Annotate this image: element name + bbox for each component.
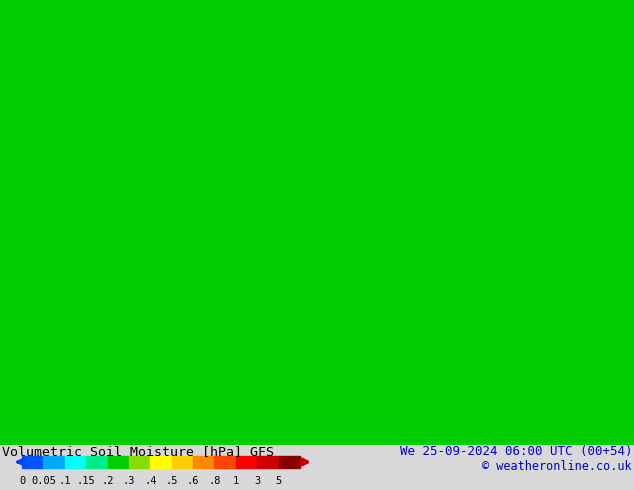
Text: .5: .5	[165, 476, 178, 486]
Text: Volumetric Soil Moisture [hPa] GFS: Volumetric Soil Moisture [hPa] GFS	[2, 445, 274, 458]
Text: 0.05: 0.05	[31, 476, 56, 486]
Bar	[278, 456, 300, 468]
Text: 0: 0	[19, 476, 25, 486]
Text: © weatheronline.co.uk: © weatheronline.co.uk	[482, 460, 632, 473]
Text: 3: 3	[254, 476, 261, 486]
Bar	[22, 456, 43, 468]
Text: We 25-09-2024 06:00 UTC (00+54): We 25-09-2024 06:00 UTC (00+54)	[399, 445, 632, 458]
Bar	[172, 456, 193, 468]
Bar	[236, 456, 257, 468]
Bar	[214, 456, 236, 468]
Bar	[65, 456, 86, 468]
Text: .2: .2	[101, 476, 113, 486]
Text: .4: .4	[144, 476, 157, 486]
Bar	[150, 456, 172, 468]
Bar	[193, 456, 214, 468]
Text: 1: 1	[233, 476, 239, 486]
Text: .1: .1	[58, 476, 71, 486]
Bar	[86, 456, 108, 468]
Bar	[43, 456, 65, 468]
Bar	[257, 456, 278, 468]
Text: .8: .8	[208, 476, 221, 486]
Text: 5: 5	[276, 476, 281, 486]
Text: .3: .3	[122, 476, 135, 486]
Text: .6: .6	[187, 476, 199, 486]
Bar	[108, 456, 129, 468]
Text: .15: .15	[77, 476, 96, 486]
Bar	[129, 456, 150, 468]
